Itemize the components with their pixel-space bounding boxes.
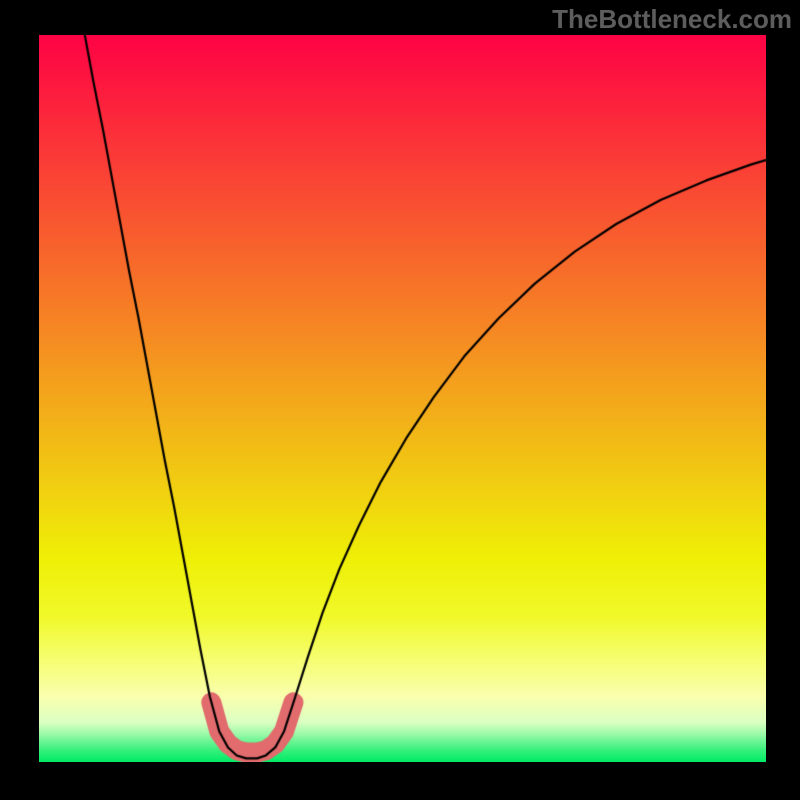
plot-area bbox=[39, 35, 766, 762]
image-stage: TheBottleneck.com bbox=[0, 0, 800, 800]
chart-canvas bbox=[39, 35, 766, 762]
watermark-text: TheBottleneck.com bbox=[552, 4, 792, 35]
